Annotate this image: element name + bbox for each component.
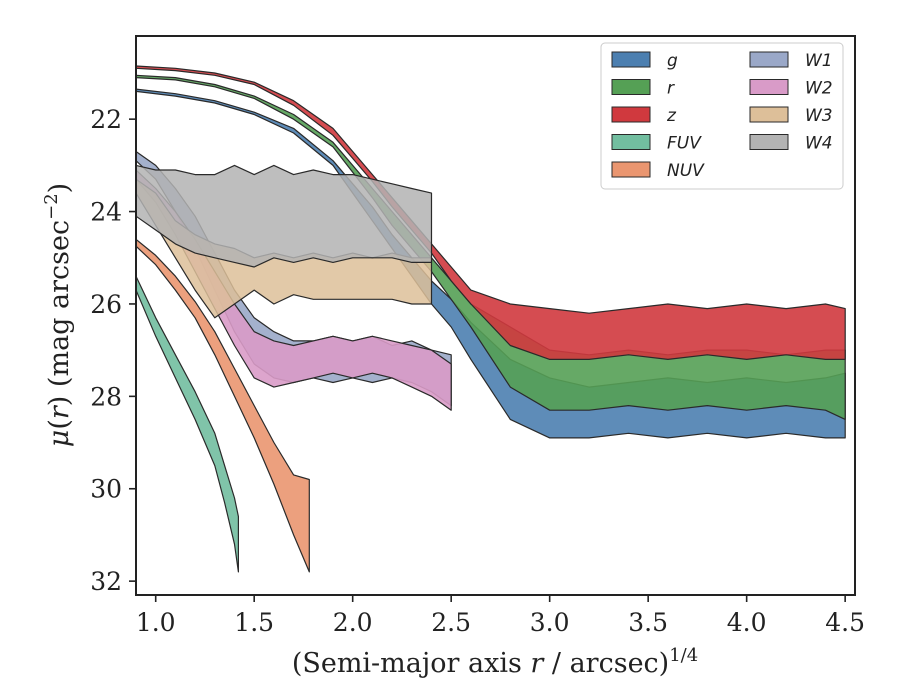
x-tick-label: 3.5 bbox=[628, 608, 668, 637]
plot-frame bbox=[135, 35, 856, 596]
y-tick-label: 26 bbox=[90, 290, 122, 319]
legend-label-w4: W4 bbox=[805, 134, 833, 154]
x-tick-label: 4.5 bbox=[825, 608, 865, 637]
band-w2 bbox=[136, 169, 452, 411]
legend: grz FUV NUV W1 W2 W3 W4 bbox=[600, 42, 844, 190]
legend-label-nuv: NUV bbox=[667, 161, 705, 181]
x-tick-label: 1.0 bbox=[136, 608, 176, 637]
plot-area bbox=[136, 65, 846, 573]
band-w4 bbox=[136, 164, 433, 268]
legend-label-g: g bbox=[667, 51, 678, 71]
legend-swatch-w4 bbox=[749, 134, 789, 150]
band-nuv bbox=[136, 238, 310, 573]
x-axis-label: (Semi-major axis r / arcsec)1/4 bbox=[292, 645, 698, 679]
legend-label-w1: W1 bbox=[805, 51, 833, 71]
legend-label-w3: W3 bbox=[805, 106, 833, 126]
legend-swatch-w1 bbox=[749, 51, 789, 68]
band-fuv bbox=[136, 275, 239, 573]
y-tick-label: 32 bbox=[90, 567, 122, 596]
y-tick-label: 28 bbox=[90, 382, 122, 411]
legend-swatch-g bbox=[611, 51, 651, 68]
x-tick-label: 4.0 bbox=[727, 608, 767, 637]
y-tick-label: 22 bbox=[90, 105, 122, 134]
legend-swatch-w2 bbox=[749, 79, 789, 95]
x-axis-ticks: 1.0 1.5 2.0 2.5 3.0 3.5 4.0 4.5 bbox=[136, 595, 865, 637]
legend-label-w2: W2 bbox=[805, 79, 833, 99]
legend-swatch-z bbox=[611, 106, 651, 123]
legend-label-fuv: FUV bbox=[667, 134, 702, 154]
y-tick-label: 24 bbox=[90, 198, 122, 227]
y-axis-label: μ(r) (mag arcsec−2) bbox=[41, 183, 75, 447]
x-tick-label: 3.0 bbox=[530, 608, 570, 637]
legend-label-r: r bbox=[667, 79, 675, 99]
legend-swatch-nuv bbox=[611, 161, 651, 178]
x-tick-label: 1.5 bbox=[234, 608, 274, 637]
y-tick-label: 30 bbox=[90, 475, 122, 504]
legend-swatch-fuv bbox=[611, 134, 651, 150]
x-tick-label: 2.0 bbox=[333, 608, 373, 637]
y-axis-ticks: 22 24 26 28 30 32 bbox=[90, 105, 136, 596]
legend-swatch-r bbox=[611, 79, 651, 95]
legend-swatch-w3 bbox=[749, 106, 789, 123]
x-tick-label: 2.5 bbox=[431, 608, 471, 637]
legend-label-z: z bbox=[666, 106, 677, 126]
